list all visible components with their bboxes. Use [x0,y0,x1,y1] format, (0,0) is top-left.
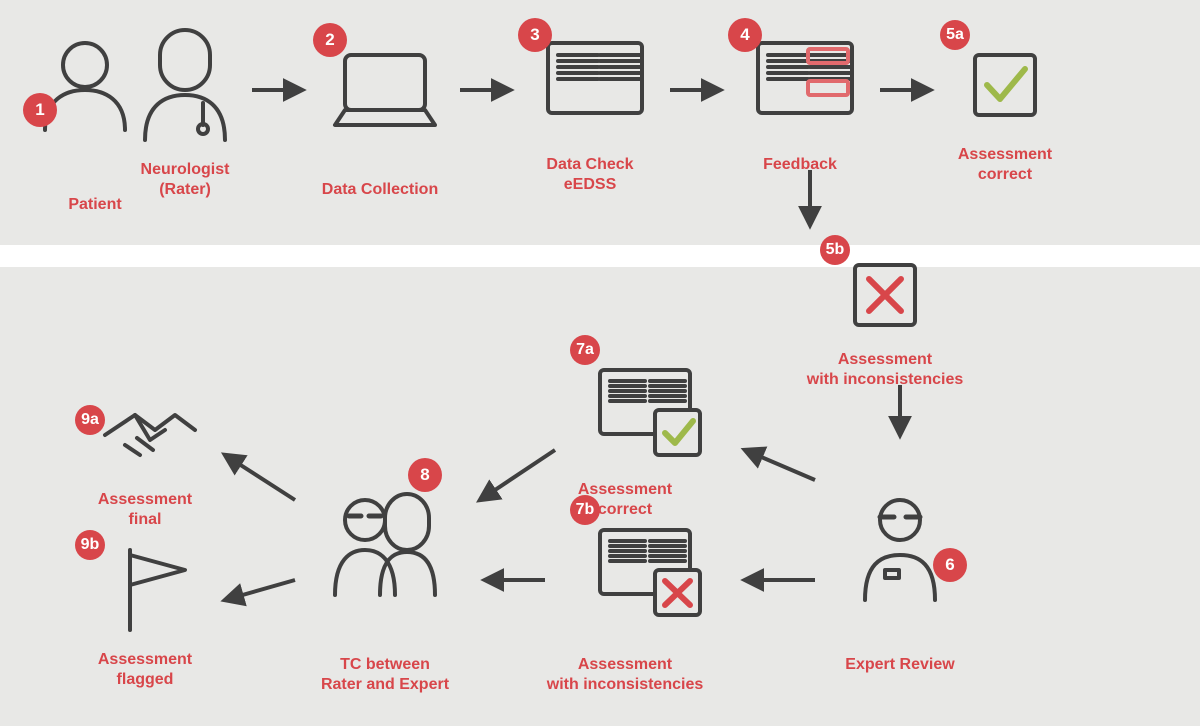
node-label: Expert Review [845,655,954,675]
step-badge: 9b [75,530,105,560]
node-label: Data Check eEDSS [546,155,633,195]
node-9b: Assessment flagged9b [85,530,205,650]
node-5a: Assessment correct5a [945,25,1065,145]
node-label: Data Collection [322,180,438,200]
step-badge: 8 [408,458,442,492]
doc-x-icon [585,515,705,635]
step-badge: 3 [518,18,552,52]
step-badge: 6 [933,548,967,582]
doc-check-icon [585,355,705,475]
node-2: Data Collection2 [320,35,440,155]
neurologist-icon [125,25,245,145]
step-badge: 9a [75,405,105,435]
node-3: Data Check eEDSS3 [530,25,650,145]
node-5b: Assessment with inconsistencies5b [825,235,945,355]
node-label: Neurologist (Rater) [141,160,230,200]
node-7b: Assessment with inconsistencies7b [585,515,705,635]
step-badge: 5b [820,235,850,265]
arrow-6-7a [745,450,815,480]
node-label: TC between Rater and Expert [321,655,449,695]
step-badge: 7b [570,495,600,525]
expert-icon [840,485,960,605]
node-4: Feedback4 [740,25,860,145]
node-9a: Assessment final9a [85,380,205,500]
step-badge: 1 [23,93,57,127]
step-badge: 2 [313,23,347,57]
arrow-8-9b [225,580,295,600]
handshake-icon [85,380,205,500]
step-badge: 7a [570,335,600,365]
arrow-8-9a [225,455,295,500]
node-7a: Assessment correct7a [585,355,705,475]
arrow-7a-8 [480,450,555,500]
node-label: Assessment correct [958,145,1052,185]
node-1r: Neurologist (Rater) [125,25,245,145]
step-badge: 4 [728,18,762,52]
node-label: Feedback [763,155,837,175]
step-badge: 5a [940,20,970,50]
node-8: TC between Rater and Expert8 [325,480,445,600]
node-label: Assessment with inconsistencies [547,655,703,695]
node-label: Assessment final [98,490,192,530]
two-people-icon [325,480,445,600]
node-label: Patient [68,195,121,215]
node-6: Expert Review6 [840,485,960,605]
node-label: Assessment with inconsistencies [807,350,963,390]
node-label: Assessment flagged [98,650,192,690]
